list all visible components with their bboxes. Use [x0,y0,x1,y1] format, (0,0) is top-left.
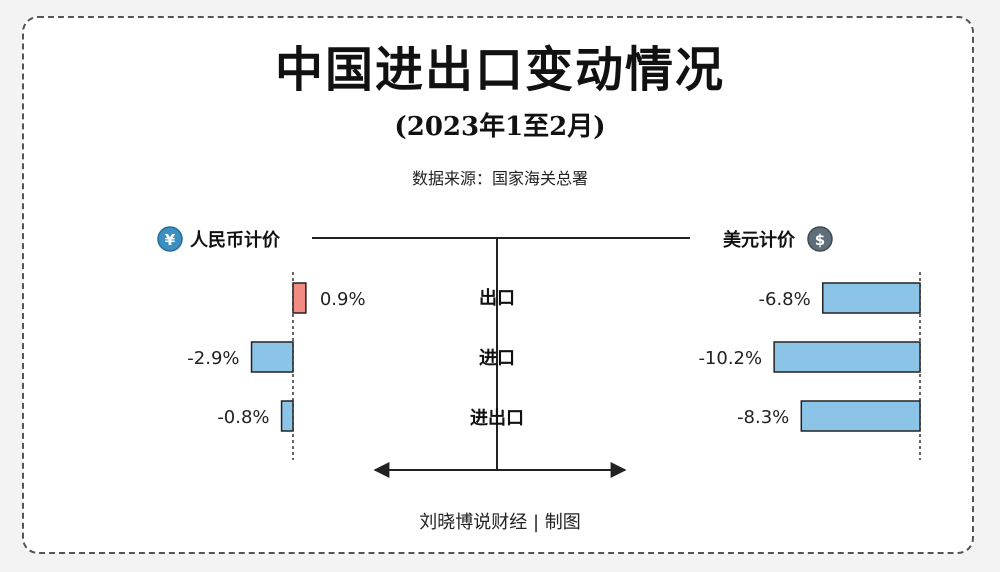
svg-text:¥: ¥ [165,231,176,249]
value-label-usd-1: -10.2% [698,348,762,369]
category-label: 出口 [479,287,515,309]
bar-yuan-2 [280,400,294,432]
bar-usd-0 [822,282,921,314]
chart-credit: 刘晓博说财经 | 制图 [419,512,581,533]
right-panel-label: 美元计价 [723,229,796,251]
value-label-yuan-1: -2.9% [187,348,239,369]
bars-group: 0.9% -2.9% -0.8% -6.8% -10.2% -8.3% [187,282,921,432]
left-panel-label: 人民币计价 [190,229,281,251]
value-label-yuan-0: 0.9% [320,289,366,310]
value-label-usd-0: -6.8% [759,289,811,310]
svg-text:$: $ [815,231,825,249]
category-label: 进口 [479,348,515,369]
value-label-usd-2: -8.3% [737,407,789,428]
chart-title: 中国进出口变动情况 [274,42,725,98]
yuan-coin-icon: ¥ [157,226,183,252]
bar-usd-2 [800,400,921,432]
value-label-yuan-2: -0.8% [217,407,269,428]
dollar-coin-icon: $ [807,226,833,252]
bar-yuan-1 [250,341,294,373]
chart-subtitle: (2023年1至2月) [394,112,606,142]
category-label: 进出口 [470,407,524,429]
bar-usd-1 [773,341,921,373]
data-source: 数据来源：国家海关总署 [411,169,588,188]
bar-yuan-0 [292,282,307,314]
